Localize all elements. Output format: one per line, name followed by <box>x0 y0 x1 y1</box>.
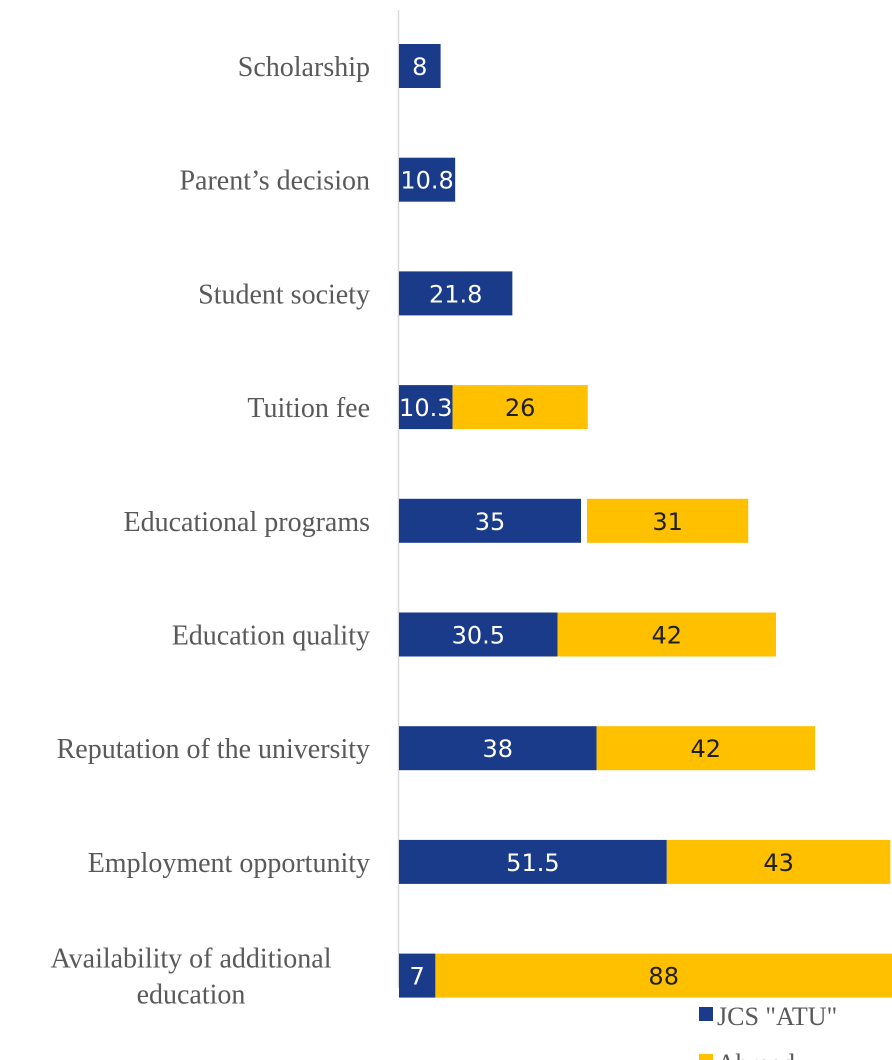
value-label-abroad-availability-of-additional-education: 88 <box>648 963 679 991</box>
category-label-tuition-fee: Tuition fee <box>247 393 370 424</box>
bar-jcs-atu-tuition-fee <box>399 385 453 430</box>
category-label-education-quality: Education quality <box>172 621 370 652</box>
bar-abroad-employment-opportunity <box>666 839 891 884</box>
category-label-availability-of-additional-education: Availability of additional education <box>51 944 332 1011</box>
bar-abroad-tuition-fee <box>452 385 588 430</box>
bar-jcs-atu-employment-opportunity <box>399 839 667 884</box>
value-label-abroad-reputation-of-the-university: 42 <box>691 735 722 763</box>
value-label-jcs-atu-reputation-of-the-university: 38 <box>483 735 514 763</box>
value-label-jcs-atu-scholarship: 8 <box>412 53 427 81</box>
bar-abroad-reputation-of-the-university <box>596 726 815 771</box>
category-label-educational-programs: Educational programs <box>124 507 370 538</box>
value-label-abroad-educational-programs: 31 <box>652 508 683 536</box>
bar-abroad-availability-of-additional-education <box>435 953 892 998</box>
value-label-jcs-atu-tuition-fee: 10.3 <box>399 394 452 422</box>
bar-jcs-atu-availability-of-additional-education <box>399 953 436 998</box>
value-label-abroad-education-quality: 42 <box>652 622 683 650</box>
value-label-jcs-atu-availability-of-additional-education: 7 <box>410 963 425 991</box>
category-label-scholarship: Scholarship <box>238 52 370 83</box>
bar-abroad-education-quality <box>557 612 776 657</box>
value-label-jcs-atu-education-quality: 30.5 <box>452 622 505 650</box>
category-labels: Scholarship Parent’s decision Student soci… <box>51 52 370 1011</box>
value-label-jcs-atu-employment-opportunity: 51.5 <box>506 849 559 877</box>
category-label-employment-opportunity: Employment opportunity <box>88 848 370 879</box>
bars <box>399 44 892 998</box>
value-label-jcs-atu-educational-programs: 35 <box>475 508 506 536</box>
legend-label-jcs-atu: JCS "ATU" <box>717 1002 837 1031</box>
legend-swatch-abroad <box>699 1054 713 1060</box>
legend-swatch-jcs-atu <box>699 1007 713 1021</box>
legend-label-abroad: Abroad <box>717 1049 795 1060</box>
bar-jcs-atu-student-society <box>399 271 513 316</box>
value-label-abroad-tuition-fee: 26 <box>505 394 536 422</box>
category-label-reputation-of-the-university: Reputation of the university <box>57 734 370 765</box>
value-label-jcs-atu-student-society: 21.8 <box>429 280 482 308</box>
bar-abroad-educational-programs <box>587 498 749 543</box>
value-labels: 8 10.8 21.8 10.3 26 35 31 30.5 42 38 42 51.5 43 7 88 <box>399 53 794 991</box>
bar-jcs-atu-reputation-of-the-university <box>399 726 597 771</box>
bar-jcs-atu-parent-s-decision <box>399 157 456 202</box>
category-label-parent-s-decision: Parent’s decision <box>179 166 370 197</box>
bar-jcs-atu-scholarship <box>399 44 441 88</box>
bar-jcs-atu-educational-programs <box>399 498 581 543</box>
category-label-student-society: Student society <box>198 279 370 310</box>
legend: JCS "ATU" Abroad <box>699 1002 837 1060</box>
value-label-jcs-atu-parent-s-decision: 10.8 <box>400 167 453 195</box>
bar-jcs-atu-education-quality <box>399 612 558 657</box>
value-label-abroad-employment-opportunity: 43 <box>763 849 794 877</box>
